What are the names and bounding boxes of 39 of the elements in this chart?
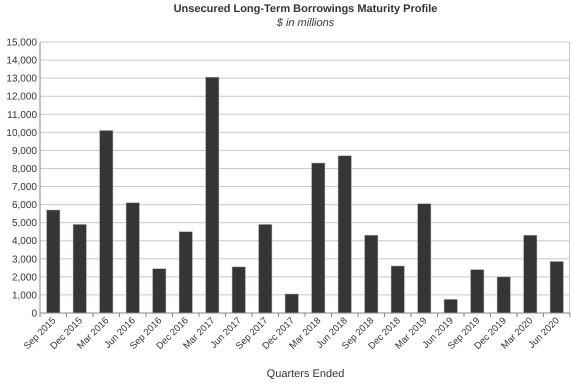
- y-tick-label: 15,000: [6, 38, 38, 48]
- y-tick-label: 12,000: [6, 92, 38, 103]
- bar: [205, 76, 220, 314]
- y-tick-label: 5,000: [12, 218, 38, 230]
- bar: [99, 130, 114, 314]
- bar: [364, 235, 378, 314]
- bar: [284, 294, 299, 314]
- bar: [152, 268, 166, 314]
- bar: [523, 235, 538, 314]
- bar: [46, 210, 60, 314]
- y-tick-label: 3,000: [12, 254, 38, 266]
- bar: [311, 162, 326, 314]
- y-tick-label: 0: [31, 308, 38, 320]
- x-axis-title: Quarters Ended: [266, 368, 344, 380]
- y-tick-label: 7,000: [12, 182, 38, 194]
- bar: [390, 266, 405, 314]
- bar: [444, 299, 458, 314]
- y-tick-label: 2,000: [12, 272, 38, 284]
- y-tick-label: 9,000: [12, 146, 38, 157]
- bar: [126, 202, 140, 314]
- y-tick-label: 14,000: [6, 56, 38, 67]
- bar: [550, 261, 564, 314]
- bar: [72, 224, 87, 314]
- y-tick-label: 11,000: [7, 110, 38, 121]
- chart-title: Unsecured Long-Term Borrowings Maturity Profile: [174, 3, 438, 15]
- y-tick-label: 1,000: [12, 290, 38, 302]
- bar: [470, 269, 484, 314]
- bar: [496, 276, 511, 314]
- chart-subtitle: $ in millions: [276, 17, 335, 29]
- bar: [232, 266, 246, 314]
- y-tick-label: 13,000: [6, 74, 38, 85]
- bar: [338, 156, 352, 314]
- y-tick-label: 4,000: [12, 236, 38, 248]
- y-tick-label: 8,000: [12, 164, 38, 175]
- bar: [258, 224, 272, 314]
- bar: [178, 231, 193, 314]
- bar: [417, 203, 432, 314]
- y-tick-label: 6,000: [12, 200, 38, 212]
- y-tick-label: 10,000: [6, 128, 38, 139]
